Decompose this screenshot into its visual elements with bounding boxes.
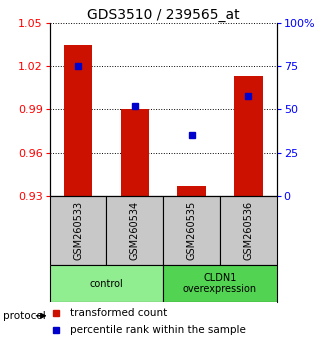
- Text: GSM260534: GSM260534: [130, 201, 140, 260]
- Text: percentile rank within the sample: percentile rank within the sample: [70, 325, 246, 336]
- Bar: [50, 196, 106, 265]
- Bar: [64, 45, 92, 196]
- Bar: [234, 76, 263, 196]
- Text: CLDN1
overexpression: CLDN1 overexpression: [183, 273, 257, 295]
- Bar: [121, 109, 149, 196]
- Bar: [50, 265, 163, 302]
- Title: GDS3510 / 239565_at: GDS3510 / 239565_at: [87, 8, 239, 22]
- Bar: [177, 186, 206, 196]
- Bar: [220, 196, 277, 265]
- Text: GSM260535: GSM260535: [187, 201, 196, 260]
- Text: GSM260536: GSM260536: [244, 201, 253, 260]
- Bar: [163, 196, 220, 265]
- Bar: [106, 196, 163, 265]
- Bar: [163, 265, 277, 302]
- Text: control: control: [90, 279, 123, 289]
- Text: GSM260533: GSM260533: [73, 201, 83, 260]
- Text: protocol: protocol: [3, 311, 46, 321]
- Text: transformed count: transformed count: [70, 308, 167, 318]
